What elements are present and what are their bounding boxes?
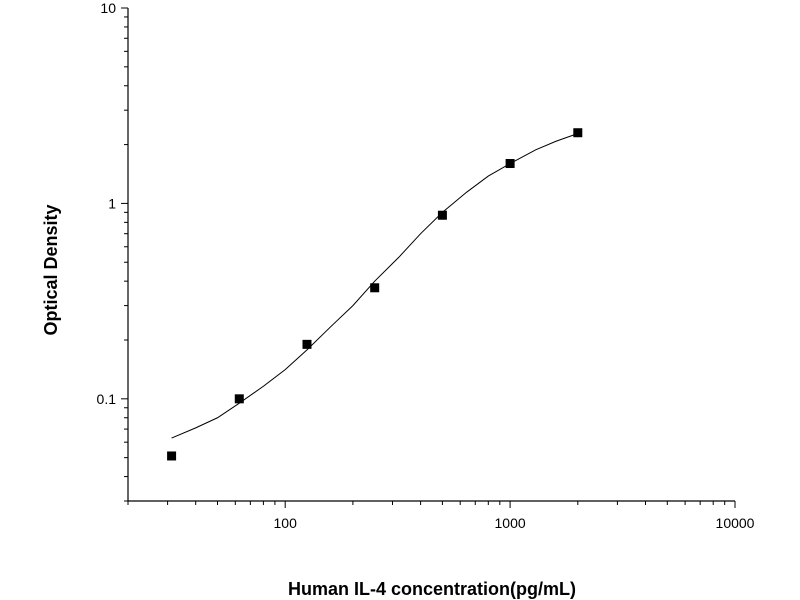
x-tick-label: 1000: [495, 515, 526, 531]
y-tick-label: 0.1: [97, 391, 117, 407]
axes: [127, 8, 735, 502]
y-tick-label: 1: [108, 195, 116, 211]
x-axis-title: Human IL-4 concentration(pg/mL): [288, 579, 576, 599]
data-point: [167, 451, 177, 461]
y-ticks: [121, 7, 128, 502]
data-point: [437, 210, 447, 220]
x-tick-label: 100: [274, 515, 298, 531]
data-point: [370, 283, 380, 293]
x-ticks: [127, 501, 736, 508]
data-point: [573, 128, 583, 138]
y-tick-label: 10: [100, 0, 116, 16]
y-axis-title: Optical Density: [41, 204, 61, 335]
data-point: [302, 339, 312, 349]
data-points: [167, 128, 583, 461]
x-tick-labels: 100 1000 10000: [274, 515, 755, 531]
y-tick-labels: 0.1 1 10: [97, 0, 117, 407]
x-tick-label: 10000: [716, 515, 755, 531]
data-point: [234, 394, 244, 404]
data-point: [505, 159, 515, 169]
